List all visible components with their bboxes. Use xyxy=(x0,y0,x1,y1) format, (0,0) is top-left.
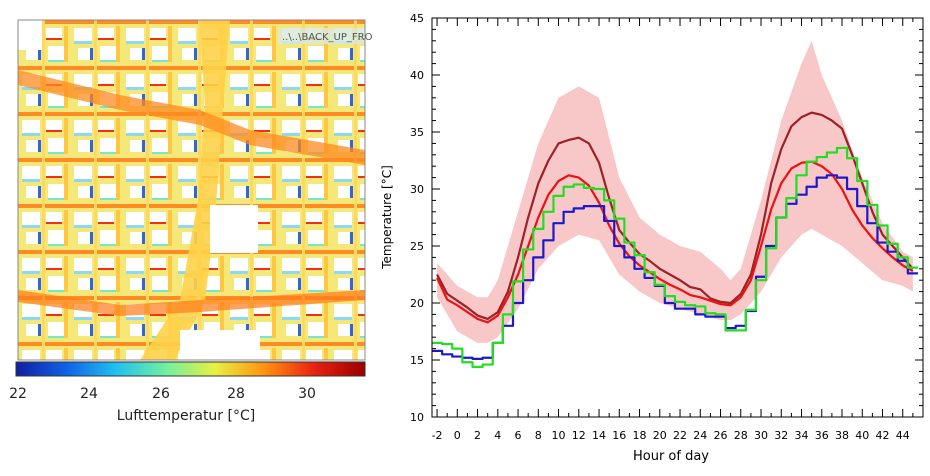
x-tick-label: 14 xyxy=(592,429,606,442)
filename-label: ..\..\BACK_UP_FRO xyxy=(282,32,373,43)
colorbar-tick: 22 xyxy=(9,386,27,402)
x-tick-label: 22 xyxy=(673,429,687,442)
x-tick-label: 32 xyxy=(774,429,788,442)
x-tick-label: 16 xyxy=(612,429,626,442)
map-frame xyxy=(17,19,366,361)
temperature-map: ..\..\BACK_UP_FRO 22 24 26 28 30 Lufttem… xyxy=(9,19,373,424)
x-tick-label: 8 xyxy=(535,429,542,442)
y-tick-label: 15 xyxy=(410,354,424,367)
south-road xyxy=(18,290,365,316)
colorbar-tick: 30 xyxy=(298,386,316,402)
x-tick-label: 24 xyxy=(693,429,707,442)
x-tick-label: 12 xyxy=(572,429,586,442)
x-tick-label: -2 xyxy=(432,429,443,442)
y-tick-label: 30 xyxy=(410,183,424,196)
y-tick-label: 10 xyxy=(410,411,424,424)
x-tick-label: 40 xyxy=(855,429,869,442)
colorbar-tick: 26 xyxy=(152,386,170,402)
colorbar xyxy=(15,361,366,377)
y-tick-label: 40 xyxy=(410,69,424,82)
x-tick-label: 42 xyxy=(876,429,890,442)
temperature-chart-panel: -2 0 2 4 6 8 10 12 14 16 18 20 22 24 26 28 30 32 34 36 38 40 4… xyxy=(380,0,930,472)
x-tick-label: 44 xyxy=(896,429,910,442)
y-tick-label: 20 xyxy=(410,297,424,310)
y-tick-label: 45 xyxy=(410,12,424,25)
x-tick-label: 28 xyxy=(734,429,748,442)
y-tick-label: 35 xyxy=(410,126,424,139)
open-area xyxy=(180,330,260,360)
cross-road xyxy=(18,70,365,165)
x-tick-label: 26 xyxy=(714,429,728,442)
spread-band xyxy=(437,40,913,343)
x-tick-label: 36 xyxy=(815,429,829,442)
filename-label-bg xyxy=(278,28,365,44)
colorbar-tick: 28 xyxy=(227,386,245,402)
series-red xyxy=(436,160,914,324)
x-tick-label: 18 xyxy=(633,429,647,442)
colorbar-tick: 24 xyxy=(80,386,98,402)
x-tick-label: 4 xyxy=(494,429,501,442)
series-dark-red xyxy=(436,111,914,321)
series-blue xyxy=(432,174,918,360)
x-tick-label: 38 xyxy=(835,429,849,442)
x-tick-label: 0 xyxy=(454,429,461,442)
main-road xyxy=(140,20,230,360)
y-axis-label: Temperature [°C] xyxy=(380,165,394,270)
x-tick-label: 20 xyxy=(653,429,667,442)
x-tick-label: 34 xyxy=(795,429,809,442)
series-green xyxy=(432,146,918,368)
temperature-map-panel: ..\..\BACK_UP_FRO 22 24 26 28 30 Lufttem… xyxy=(0,0,380,472)
x-tick-label: 6 xyxy=(515,429,522,442)
x-axis-label: Hour of day xyxy=(633,449,709,464)
colorbar-label: Lufttemperatur [°C] xyxy=(117,408,255,424)
open-area xyxy=(18,20,42,50)
plot-frame xyxy=(431,17,924,418)
open-square xyxy=(210,205,258,253)
x-tick-label: 2 xyxy=(474,429,481,442)
x-tick-label: 30 xyxy=(754,429,768,442)
y-tick-label: 25 xyxy=(410,240,424,253)
x-tick-label: 10 xyxy=(552,429,566,442)
temperature-chart: -2 0 2 4 6 8 10 12 14 16 18 20 22 24 26 28 30 32 34 36 38 40 4… xyxy=(380,12,924,464)
